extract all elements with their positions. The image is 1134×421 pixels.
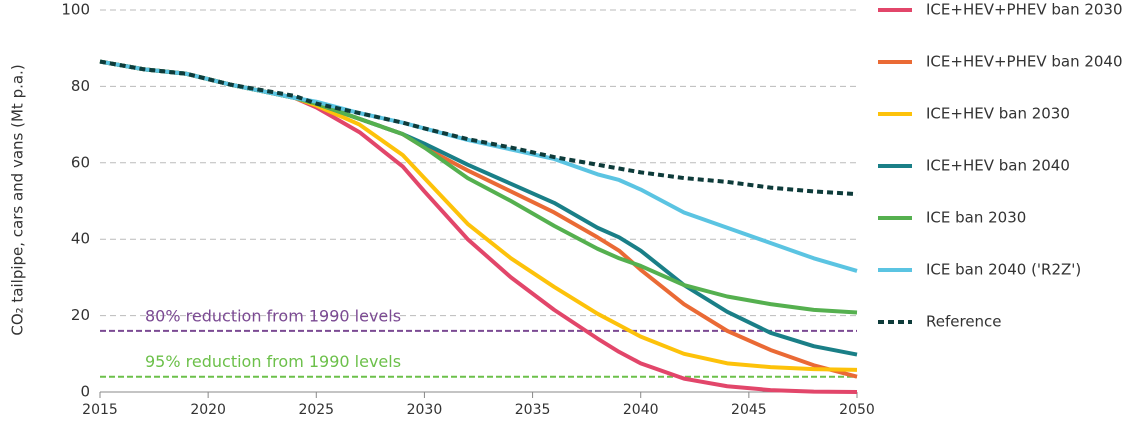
y-axis-label: CO₂ tailpipe, cars and vans (Mt p.a.) [9,64,27,335]
series-line [99,59,858,197]
legend-label: ICE+HEV+PHEV ban 2030 [926,1,1123,19]
y-tick-label: 0 [80,383,90,401]
series-line [99,59,858,315]
legend-label: ICE ban 2040 ('R2Z') [926,261,1081,279]
y-tick-label: 20 [71,306,90,324]
x-tick-label: 2015 [82,402,118,418]
x-tick-label: 2050 [839,402,875,418]
legend-label: ICE ban 2030 [926,209,1026,227]
legend-label: ICE+HEV ban 2030 [926,105,1070,123]
y-tick-label: 80 [71,77,90,95]
x-tick-label: 2040 [623,402,659,418]
reference-label: 95% reduction from 1990 levels [145,352,401,371]
y-tick-label: 60 [71,153,90,171]
legend-label: ICE+HEV+PHEV ban 2040 [926,53,1123,71]
x-tick-label: 2025 [298,402,334,418]
series-line [99,59,858,379]
x-tick-label: 2045 [731,402,767,418]
reference-label: 80% reduction from 1990 levels [145,306,401,325]
legend-label: Reference [926,313,1002,331]
series-line [99,59,858,394]
legend-label: ICE+HEV ban 2040 [926,157,1070,175]
y-tick-label: 100 [61,1,90,19]
x-tick-label: 2030 [407,402,443,418]
x-tick-label: 2035 [515,402,551,418]
y-tick-label: 40 [71,230,90,248]
x-tick-label: 2020 [190,402,226,418]
